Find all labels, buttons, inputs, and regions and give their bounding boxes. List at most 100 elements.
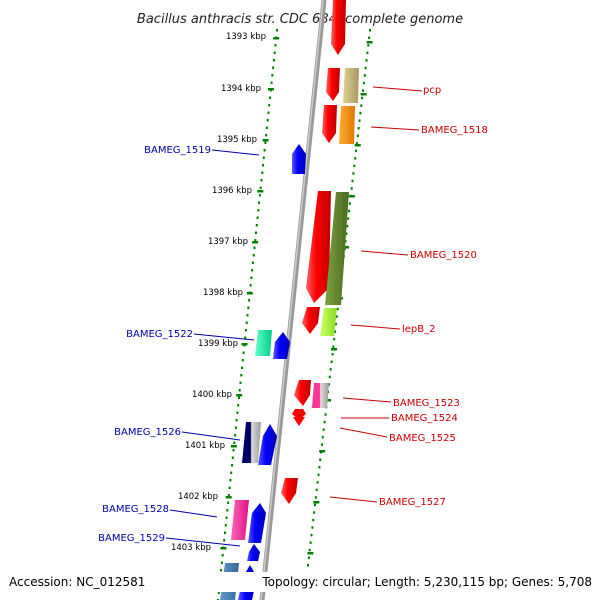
ruler-right-dot <box>316 481 319 484</box>
ruler-right-dot <box>362 89 364 92</box>
ruler-left-dot <box>272 66 275 69</box>
gene-BAMEG_1529[interactable] <box>247 544 260 561</box>
gene-BAMEG_1525[interactable] <box>293 417 305 426</box>
gene-BAMEG_1523[interactable] <box>312 383 329 408</box>
ruler-left-major-tick <box>246 292 253 295</box>
gene-reverse-1526-region[interactable] <box>258 424 277 465</box>
gene-forward-pcp-region[interactable] <box>326 68 340 101</box>
ruler-right-dot <box>364 66 367 70</box>
gene-forward-lepB-region[interactable] <box>302 307 320 334</box>
ruler-right-dot <box>315 488 318 492</box>
ruler-right-dot <box>317 473 320 477</box>
ruler-left-dot <box>250 276 253 279</box>
ruler-right-dot <box>348 202 351 205</box>
label-BAMEG_1529[interactable]: BAMEG_1529 <box>98 533 165 544</box>
ruler-right-major-tick <box>342 246 349 249</box>
ruler-left-dot <box>249 284 252 287</box>
label-BAMEG_1519[interactable]: BAMEG_1519 <box>144 145 211 156</box>
gene-BAMEG_1522[interactable] <box>255 330 272 356</box>
label-BAMEG_1522[interactable]: BAMEG_1522 <box>126 329 193 340</box>
gene-BAMEG_1524[interactable] <box>292 409 306 420</box>
gene-forward-1520-region[interactable] <box>306 191 331 303</box>
ruler-right-dot <box>335 315 338 318</box>
ruler-right-dot <box>314 496 317 499</box>
label-lepB_2[interactable]: lepB_2 <box>402 324 436 335</box>
ruler-left-dot <box>237 404 240 407</box>
ruler-left-dot <box>241 359 244 362</box>
ruler-right-dot <box>328 383 330 386</box>
ruler-right-dot <box>365 59 368 62</box>
ruler-left-dot <box>258 194 261 197</box>
gene-forward-top[interactable] <box>331 0 346 55</box>
ruler-left-dot <box>260 179 263 182</box>
ruler-left-dot <box>264 141 267 144</box>
ruler-right-dot <box>354 157 357 160</box>
ruler-right-dot <box>334 322 337 326</box>
leader-BAMEG_1527 <box>329 496 378 503</box>
ruler-right-major-tick <box>360 93 367 96</box>
ruler-right-dot <box>355 142 358 145</box>
ruler-right-major-tick <box>307 552 314 555</box>
gene-reverse-1522-region[interactable] <box>273 332 290 359</box>
ruler-right-dot <box>358 119 361 122</box>
kbp-label-1400: 1400 kbp <box>192 390 232 400</box>
ruler-left-dot <box>262 156 265 159</box>
leader-BAMEG_1518 <box>370 126 420 131</box>
ruler-right-dot <box>307 556 310 559</box>
label-BAMEG_1523[interactable]: BAMEG_1523 <box>393 398 460 409</box>
gene-forward-1523-region[interactable] <box>294 380 311 406</box>
label-BAMEG_1518[interactable]: BAMEG_1518 <box>421 125 488 136</box>
gene-lepB_2[interactable] <box>320 308 337 336</box>
ruler-right-dot <box>314 503 316 507</box>
ruler-right-dot <box>356 134 359 137</box>
label-BAMEG_1527[interactable]: BAMEG_1527 <box>379 497 446 508</box>
gene-BAMEG_1528[interactable] <box>231 500 249 540</box>
ruler-left-dot <box>274 44 277 47</box>
label-BAMEG_1528[interactable]: BAMEG_1528 <box>102 504 169 515</box>
ruler-left-dot <box>227 501 230 504</box>
gene-BAMEG_1526[interactable] <box>242 422 261 463</box>
ruler-right-dot <box>334 330 337 333</box>
ruler-left-dot <box>230 471 233 474</box>
gene-BAMEG_1518[interactable] <box>339 106 355 144</box>
label-BAMEG_1524[interactable]: BAMEG_1524 <box>391 413 458 424</box>
ruler-left-dot <box>235 419 238 422</box>
ruler-right-dot <box>355 149 357 153</box>
kbp-label-1399: 1399 kbp <box>198 339 238 349</box>
ruler-right-dot <box>329 368 332 371</box>
gene-BAMEG_1520[interactable] <box>325 192 349 305</box>
label-pcp[interactable]: pcp <box>423 85 441 96</box>
gene-forward-1518-region[interactable] <box>322 105 337 143</box>
ruler-left-dot <box>221 554 224 557</box>
leader-BAMEG_1529 <box>165 537 241 547</box>
ruler-left-dot <box>276 29 278 32</box>
kbp-label-1397: 1397 kbp <box>208 237 248 247</box>
label-BAMEG_1526[interactable]: BAMEG_1526 <box>114 427 181 438</box>
ruler-right-dot <box>366 51 369 55</box>
gene-pcp[interactable] <box>343 68 359 103</box>
ruler-left-dot <box>262 164 264 167</box>
label-BAMEG_1525[interactable]: BAMEG_1525 <box>389 433 456 444</box>
ruler-right-dot <box>347 217 350 220</box>
ruler-left-dot <box>247 306 250 309</box>
gene-BAMEG_1527[interactable] <box>281 478 298 504</box>
gene-reverse-1528-region[interactable] <box>248 503 266 543</box>
footer-background <box>0 572 600 592</box>
ruler-right-dot <box>319 458 322 461</box>
kbp-label-1403: 1403 kbp <box>171 543 211 553</box>
gene-BAMEG_1519[interactable] <box>292 144 306 174</box>
ruler-left-dot <box>265 134 268 137</box>
ruler-right-dot <box>362 81 365 85</box>
label-BAMEG_1520[interactable]: BAMEG_1520 <box>410 250 477 261</box>
ruler-left-dot <box>244 329 247 332</box>
ruler-right-dot <box>348 209 350 213</box>
ruler-right-dot <box>357 127 360 130</box>
ruler-left-dot <box>245 321 248 324</box>
ruler-left-dot <box>231 464 233 467</box>
ruler-right-major-tick <box>325 399 332 402</box>
map-title: Bacillus anthracis str. CDC 684, complet… <box>137 12 463 27</box>
ruler-right-dot <box>324 413 327 416</box>
ruler-left-major-tick <box>267 88 274 91</box>
leader-lepB_2 <box>350 324 401 330</box>
ruler-left-dot <box>254 239 257 242</box>
